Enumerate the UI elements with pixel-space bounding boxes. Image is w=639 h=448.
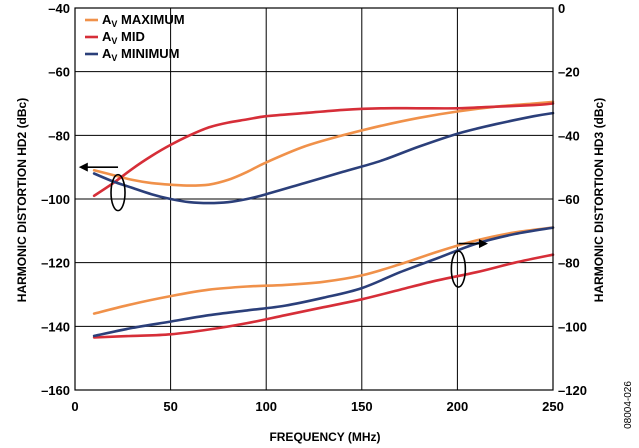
right-tick-label: –120 <box>558 383 587 398</box>
hd3-indicator-arrowhead <box>478 239 488 249</box>
x-tick-label: 200 <box>447 399 469 414</box>
right-tick-label: –20 <box>558 65 580 80</box>
left-tick-label: –100 <box>41 192 70 207</box>
left-tick-label: –160 <box>41 383 70 398</box>
right-tick-label: –60 <box>558 192 580 207</box>
left-tick-label: –60 <box>48 65 70 80</box>
series-line-hd2-mid <box>92 102 555 198</box>
right-tick-label: 0 <box>558 1 565 16</box>
right-tick-label: –100 <box>558 319 587 334</box>
hd2-indicator-ellipse <box>110 173 126 212</box>
legend-entry: AV MID <box>102 29 145 46</box>
annotation-layer <box>78 162 488 288</box>
left-tick-label: –140 <box>41 319 70 334</box>
x-tick-labels: 0 50 100 150 200 250 <box>71 399 563 414</box>
legend-entry: AV MAXIMUM <box>102 12 185 29</box>
x-tick-label: 50 <box>163 399 177 414</box>
hd2-indicator-arrowhead <box>78 162 88 172</box>
x-tick-label: 250 <box>542 399 564 414</box>
series-line-hd3-mid <box>92 253 555 339</box>
y-axis-label-right: HARMONIC DISTORTION HD3 (dBc) <box>592 98 606 302</box>
series-layer <box>92 100 555 339</box>
series-line-hd3-maximum <box>92 226 555 315</box>
x-tick-label: 0 <box>71 399 78 414</box>
left-tick-labels: –40 –60 –80 –100 –120 –140 –160 <box>41 1 70 398</box>
x-tick-label: 150 <box>351 399 373 414</box>
left-tick-label: –80 <box>48 128 70 143</box>
figure-code: 08004-026 <box>623 381 634 429</box>
series-line-hd2-maximum <box>92 100 555 187</box>
y-axis-label-left: HARMONIC DISTORTION HD2 (dBc) <box>15 98 29 302</box>
x-tick-label: 100 <box>255 399 277 414</box>
x-axis-label: FREQUENCY (MHz) <box>269 430 380 444</box>
hd3-indicator-ellipse <box>450 250 467 288</box>
grid <box>75 8 553 390</box>
right-tick-labels: 0 –20 –40 –60 –80 –100 –120 <box>558 1 587 398</box>
plot-frame <box>74 7 554 391</box>
right-tick-label: –40 <box>558 128 580 143</box>
right-tick-label: –80 <box>558 256 580 271</box>
left-tick-label: –120 <box>41 256 70 271</box>
series-line-hd2-minimum <box>92 111 555 205</box>
left-tick-label: –40 <box>48 1 70 16</box>
legend-entry: AV MINIMUM <box>102 46 180 63</box>
